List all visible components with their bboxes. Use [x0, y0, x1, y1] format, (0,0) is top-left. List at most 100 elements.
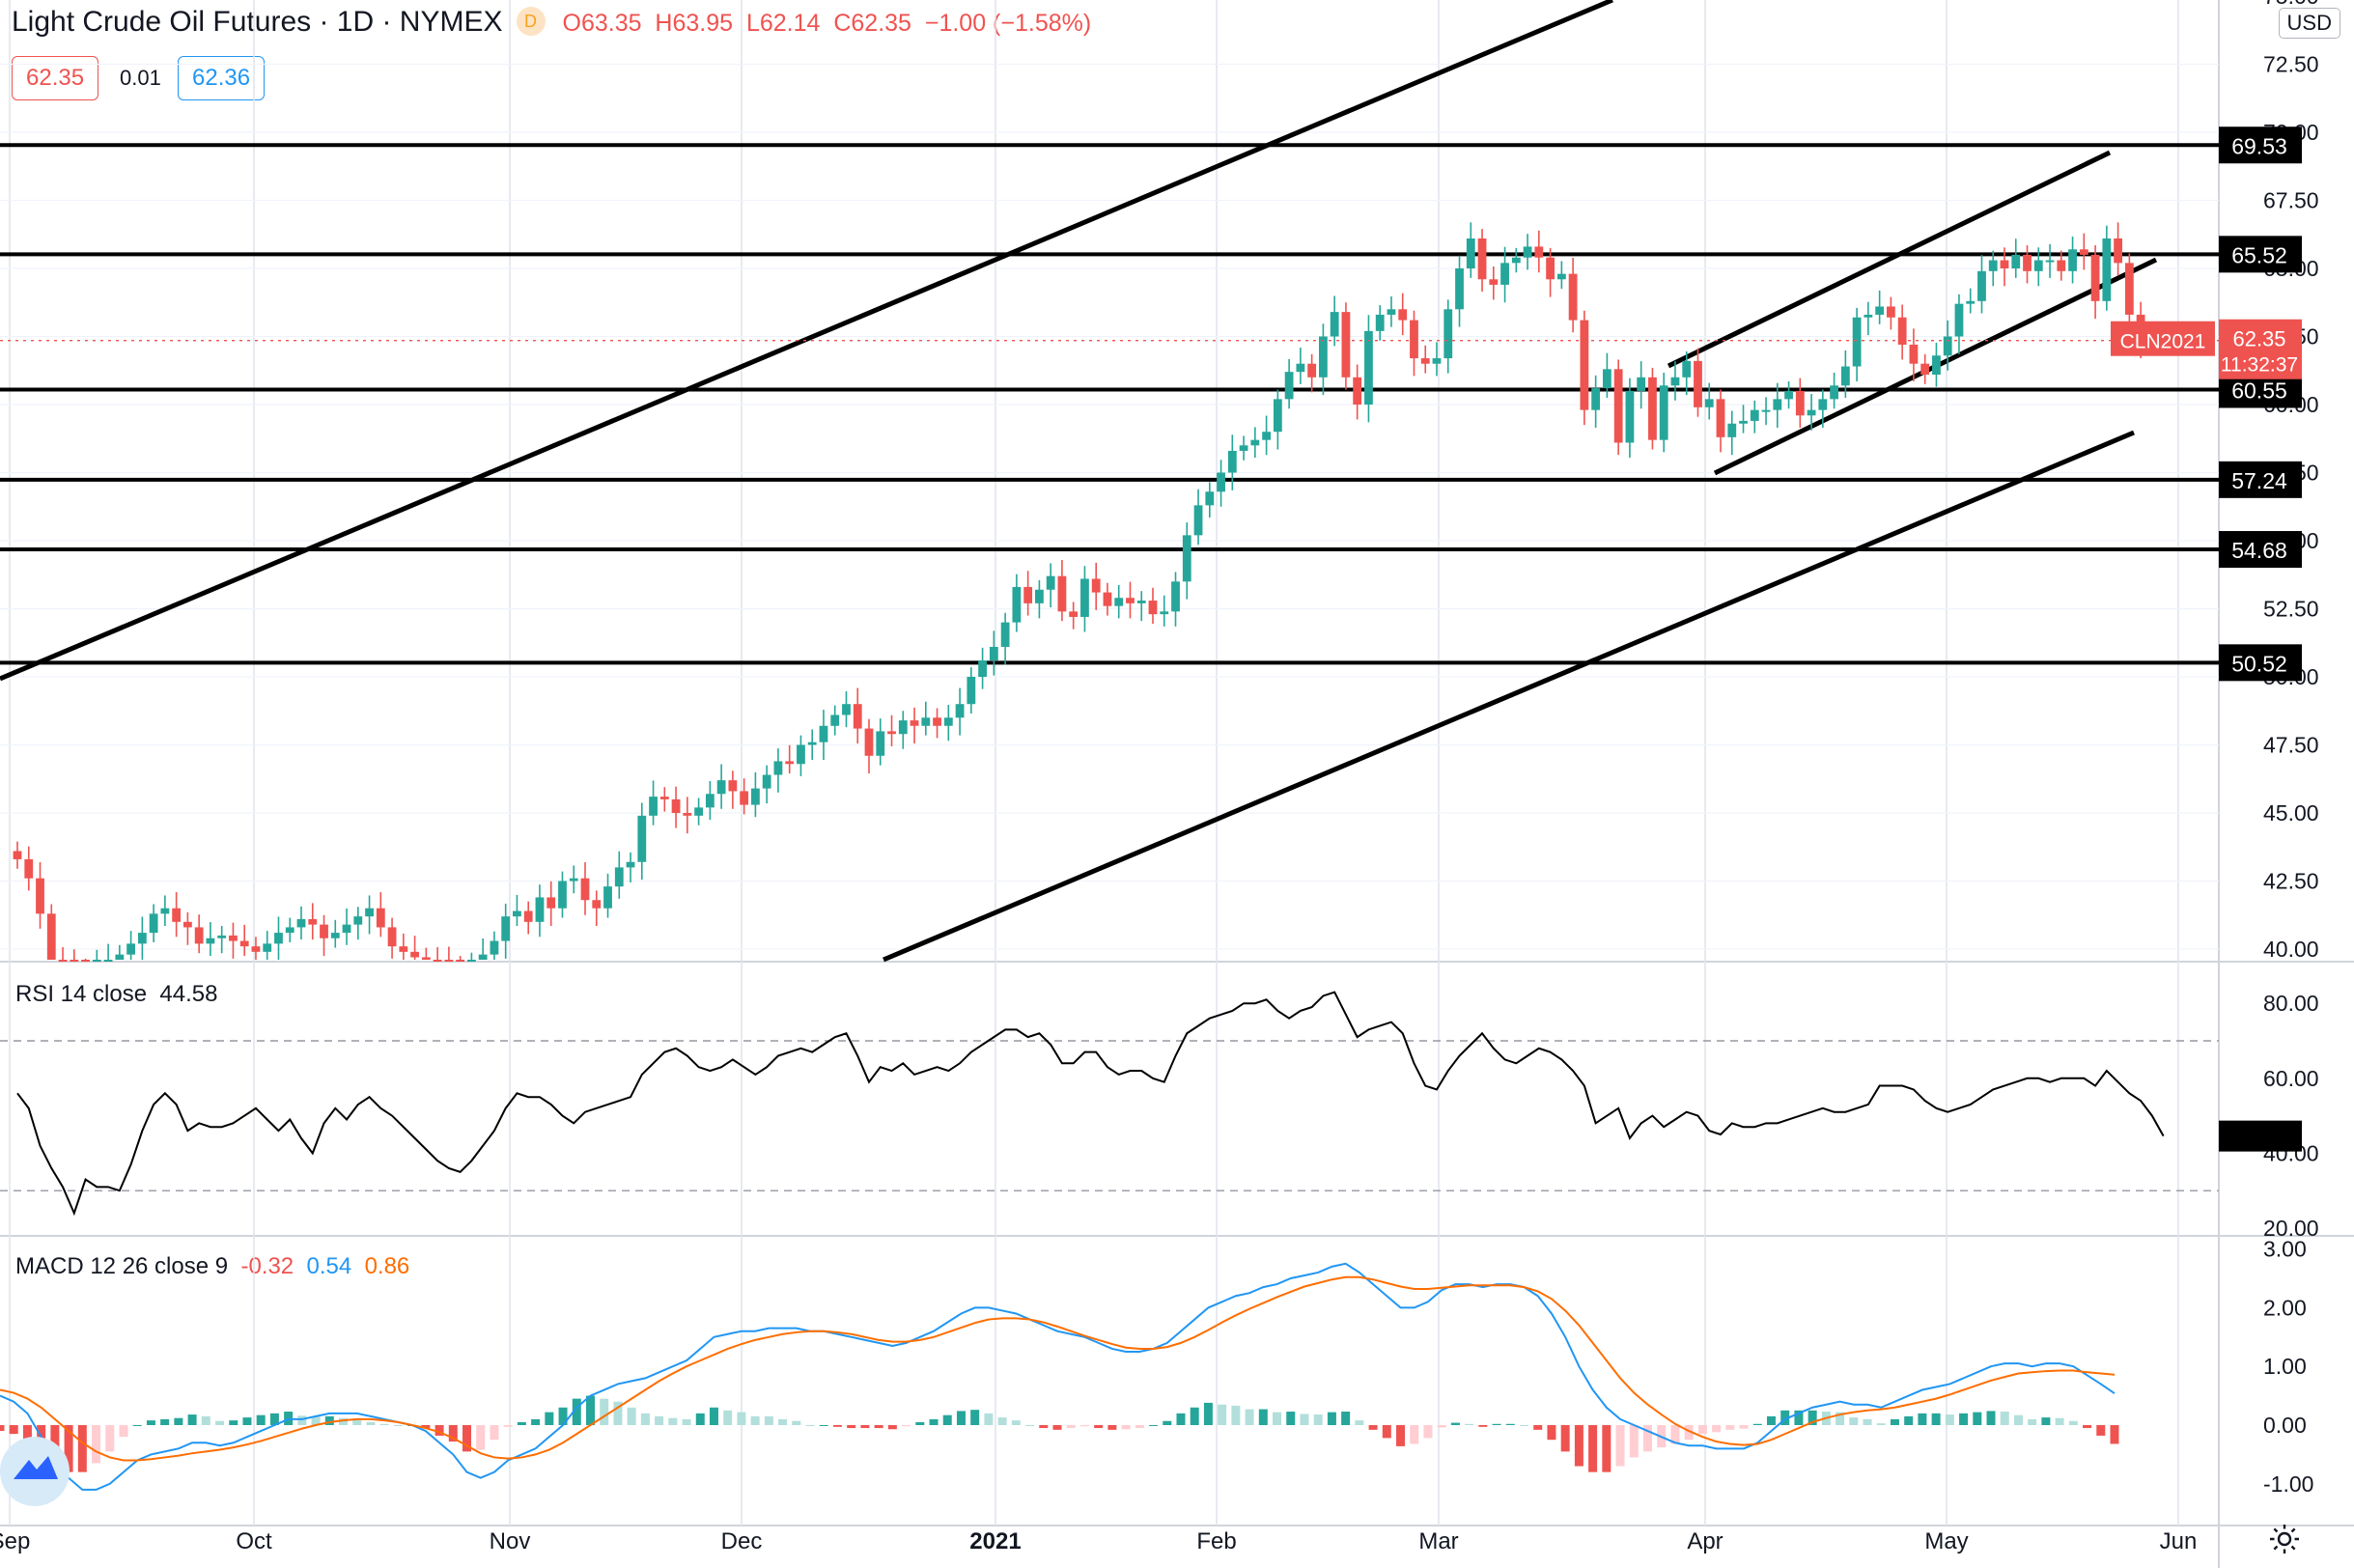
- candle-body: [251, 946, 261, 952]
- candle-body: [1840, 366, 1850, 386]
- macd-histogram-bar: [887, 1425, 897, 1430]
- candle-body: [342, 924, 351, 934]
- macd-histogram-bar: [1588, 1425, 1598, 1472]
- macd-histogram-bar: [1492, 1423, 1501, 1425]
- macd-histogram-bar: [1423, 1425, 1433, 1439]
- level-tag-label: 65.52: [2231, 242, 2287, 267]
- macd-histogram-bar: [1670, 1425, 1680, 1444]
- macd-histogram-bar: [1533, 1425, 1543, 1430]
- macd-histogram-bar: [1739, 1425, 1749, 1429]
- macd-histogram-bar: [627, 1407, 636, 1425]
- candle-body: [933, 717, 941, 726]
- candle-body: [1455, 268, 1464, 310]
- settings-gear-icon[interactable]: [2267, 1522, 2302, 1556]
- macd-histogram-bar: [531, 1418, 541, 1425]
- candle-body: [1250, 439, 1260, 446]
- time-axis[interactable]: Sep Oct Nov Dec 2021 Feb Mar Apr May Jun: [0, 1528, 2197, 1554]
- candle-body: [36, 878, 44, 914]
- macd-histogram-bar: [2055, 1417, 2064, 1425]
- candle-body: [103, 960, 113, 962]
- macd-histogram-bar: [1863, 1418, 1872, 1425]
- macd-histogram-bar: [1107, 1425, 1117, 1430]
- macd-histogram-bar: [490, 1425, 499, 1441]
- macd-histogram-bar: [750, 1415, 760, 1425]
- macd-histogram-bar: [229, 1420, 238, 1425]
- candle-body: [1818, 399, 1828, 410]
- candle-body: [399, 946, 408, 952]
- macd-histogram-bar: [1396, 1425, 1406, 1446]
- macd-histogram-bar: [146, 1420, 155, 1425]
- candle-body: [1694, 360, 1702, 407]
- macd-histogram-bar: [915, 1421, 925, 1425]
- macd-histogram-bar: [1039, 1425, 1049, 1429]
- price-axis-label: 72.50: [2263, 52, 2319, 77]
- candle-body: [1603, 369, 1611, 389]
- macd-histogram-bar: [1231, 1405, 1241, 1425]
- candle-body: [807, 742, 817, 745]
- candle-body: [206, 938, 215, 944]
- macd-histogram-bar: [1836, 1412, 1845, 1425]
- macd-histogram-bar: [2028, 1418, 2037, 1425]
- macd-histogram-bar: [640, 1413, 650, 1425]
- candle-body: [1126, 598, 1135, 603]
- candle-body: [513, 910, 521, 917]
- candle-body: [671, 798, 681, 813]
- level-tag-bg: [2219, 531, 2302, 569]
- macd-histogram-bar: [503, 1425, 513, 1427]
- last-price-tag-bg: [2219, 319, 2302, 379]
- macd-axis-label: -1.00: [2263, 1471, 2313, 1497]
- macd-label: MACD 12 26 close 9: [15, 1253, 229, 1279]
- time-axis-label: Dec: [721, 1528, 763, 1554]
- ohlc-readout: O63.35 H63.95 L62.14 C62.35 −1.00 (−1.58…: [563, 10, 1092, 37]
- candle-body: [1807, 409, 1816, 416]
- macd-histogram-bar: [1052, 1425, 1062, 1430]
- macd-histogram-bar: [737, 1412, 746, 1425]
- candle-body: [1523, 246, 1532, 258]
- buy-price-button[interactable]: 62.36: [178, 56, 266, 100]
- candle-body: [1148, 601, 1158, 615]
- macd-histogram-bar: [2000, 1412, 2009, 1425]
- candle-body: [1897, 317, 1907, 345]
- delayed-data-badge[interactable]: D: [516, 7, 546, 36]
- candle-body: [842, 704, 851, 715]
- macd-histogram-bar: [434, 1425, 444, 1436]
- candle-body: [1773, 399, 1782, 410]
- macd-histogram-bar: [1520, 1425, 1529, 1426]
- macd-histogram-bar: [448, 1425, 458, 1442]
- macd-histogram-bar: [1725, 1425, 1735, 1430]
- tradingview-logo-icon[interactable]: [0, 1437, 70, 1506]
- macd-histogram-bar: [1135, 1425, 1144, 1429]
- macd-histogram-bar: [462, 1425, 472, 1452]
- candle-body: [592, 900, 602, 909]
- macd-histogram-bar: [1368, 1425, 1378, 1430]
- high-value: H63.95: [655, 10, 734, 37]
- candle-body: [444, 960, 454, 962]
- macd-histogram-bar: [339, 1417, 349, 1425]
- currency-button[interactable]: USD: [2278, 8, 2340, 39]
- rsi-legend: RSI 14 close 44.58: [15, 981, 217, 1008]
- candle-body: [1795, 390, 1805, 416]
- candle-body: [830, 714, 840, 726]
- time-axis-label: Mar: [1418, 1528, 1458, 1554]
- sell-price-button[interactable]: 62.35: [12, 56, 99, 100]
- candle-body: [1364, 330, 1373, 405]
- price-axis-label: 52.50: [2263, 597, 2319, 622]
- candle-body: [172, 908, 182, 922]
- price-axis-label: 40.00: [2263, 937, 2319, 962]
- candle-body: [13, 851, 22, 859]
- macd-histogram-bar: [256, 1414, 266, 1425]
- price-axis[interactable]: 40.0042.5045.0047.5050.0052.5055.0057.50…: [2263, 0, 2319, 1497]
- horizontal-levels[interactable]: [0, 143, 2219, 665]
- change-value: −1.00 (−1.58%): [924, 10, 1092, 37]
- candle-body: [2068, 249, 2077, 271]
- macd-histogram-bar: [1574, 1425, 1583, 1467]
- candle-body: [1648, 377, 1657, 440]
- candle-body: [797, 744, 805, 765]
- time-axis-label: May: [1924, 1528, 1968, 1554]
- candle-body: [239, 940, 249, 947]
- candle-body: [1511, 257, 1521, 264]
- level-tag-label: 50.52: [2231, 651, 2287, 676]
- open-value: O63.35: [562, 10, 642, 37]
- candle-body: [728, 780, 738, 792]
